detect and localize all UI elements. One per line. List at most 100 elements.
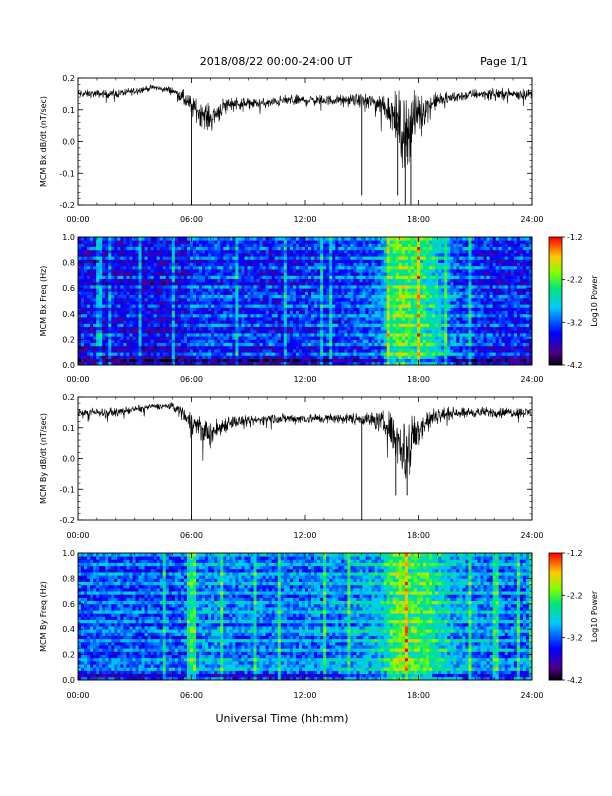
heat-cell: [84, 285, 87, 289]
heat-cell: [244, 317, 247, 321]
heat-cell: [108, 320, 111, 324]
heat-cell: [399, 343, 402, 347]
heat-cell: [335, 298, 338, 302]
heat-cell: [214, 333, 217, 337]
heat-cell: [157, 307, 160, 311]
heat-cell: [338, 311, 341, 315]
heat-cell: [323, 282, 326, 286]
heat-cell: [284, 355, 287, 359]
heat-cell: [184, 256, 187, 260]
heat-cell: [372, 237, 375, 241]
heat-cell: [181, 275, 184, 279]
heat-cell: [169, 311, 172, 315]
heat-cell: [260, 263, 263, 267]
heat-cell: [287, 327, 290, 331]
heat-cell: [84, 250, 87, 254]
x-tick-label: 18:00: [407, 215, 430, 224]
heat-cell: [372, 343, 375, 347]
heat-cell: [90, 314, 93, 318]
heat-cell: [157, 288, 160, 292]
heat-cell: [223, 263, 226, 267]
heat-cell: [257, 339, 260, 343]
heat-cell: [199, 288, 202, 292]
heat-cell: [93, 317, 96, 321]
heat-cell: [369, 323, 372, 327]
heat-cell: [323, 352, 326, 356]
heat-cell: [317, 279, 320, 283]
heat-cell: [378, 269, 381, 273]
heat-cell: [438, 339, 441, 343]
heat-cell: [311, 307, 314, 311]
heat-cell: [84, 352, 87, 356]
heat-cell: [399, 359, 402, 363]
heat-cell: [190, 314, 193, 318]
heat-cell: [341, 346, 344, 350]
heat-cell: [211, 323, 214, 327]
heat-cell: [359, 307, 362, 311]
heat-cell: [226, 253, 229, 257]
heat-cell: [338, 317, 341, 321]
heat-cell: [369, 295, 372, 299]
heat-cell: [296, 323, 299, 327]
heat-cell: [287, 314, 290, 318]
heat-cell: [393, 243, 396, 247]
heat-cell: [408, 282, 411, 286]
heat-cell: [326, 349, 329, 353]
heat-cell: [338, 307, 341, 311]
heat-cell: [323, 304, 326, 308]
heat-cell: [290, 291, 293, 295]
heat-cell: [105, 307, 108, 311]
heat-cell: [151, 259, 154, 263]
heat-cell: [335, 269, 338, 273]
heat-cell: [414, 343, 417, 347]
heat-cell: [223, 343, 226, 347]
heat-cell: [438, 279, 441, 283]
heat-cell: [290, 275, 293, 279]
heat-cell: [311, 288, 314, 292]
heat-cell: [438, 346, 441, 350]
heat-cell: [190, 343, 193, 347]
heat-cell: [396, 320, 399, 324]
heat-cell: [320, 339, 323, 343]
heat-cell: [384, 288, 387, 292]
heat-cell: [441, 279, 444, 283]
heat-cell: [190, 295, 193, 299]
heat-cell: [172, 320, 175, 324]
heat-cell: [384, 355, 387, 359]
heat-cell: [175, 291, 178, 295]
heat-cell: [372, 355, 375, 359]
heat-cell: [220, 250, 223, 254]
heat-cell: [117, 336, 120, 340]
heat-cell: [387, 355, 390, 359]
heat-cell: [408, 288, 411, 292]
heat-cell: [293, 285, 296, 289]
heat-cell: [136, 259, 139, 263]
heat-cell: [254, 307, 257, 311]
heat-cell: [308, 285, 311, 289]
heat-cell: [154, 240, 157, 244]
heat-cell: [266, 352, 269, 356]
heat-cell: [163, 343, 166, 347]
heat-cell: [90, 343, 93, 347]
heat-cell: [353, 288, 356, 292]
heat-cell: [136, 247, 139, 251]
heat-cell: [317, 307, 320, 311]
heat-cell: [411, 320, 414, 324]
heat-cell: [411, 256, 414, 260]
heat-cell: [193, 352, 196, 356]
heat-cell: [266, 298, 269, 302]
heat-cell: [226, 240, 229, 244]
heat-cell: [193, 311, 196, 315]
heat-cell: [139, 359, 142, 363]
heat-cell: [251, 272, 254, 276]
heat-cell: [193, 237, 196, 241]
heat-cell: [178, 359, 181, 363]
heat-cell: [384, 349, 387, 353]
heat-cell: [132, 266, 135, 270]
heat-cell: [432, 320, 435, 324]
heat-cell: [399, 250, 402, 254]
heat-cell: [163, 349, 166, 353]
heat-cell: [302, 298, 305, 302]
heat-cell: [402, 295, 405, 299]
